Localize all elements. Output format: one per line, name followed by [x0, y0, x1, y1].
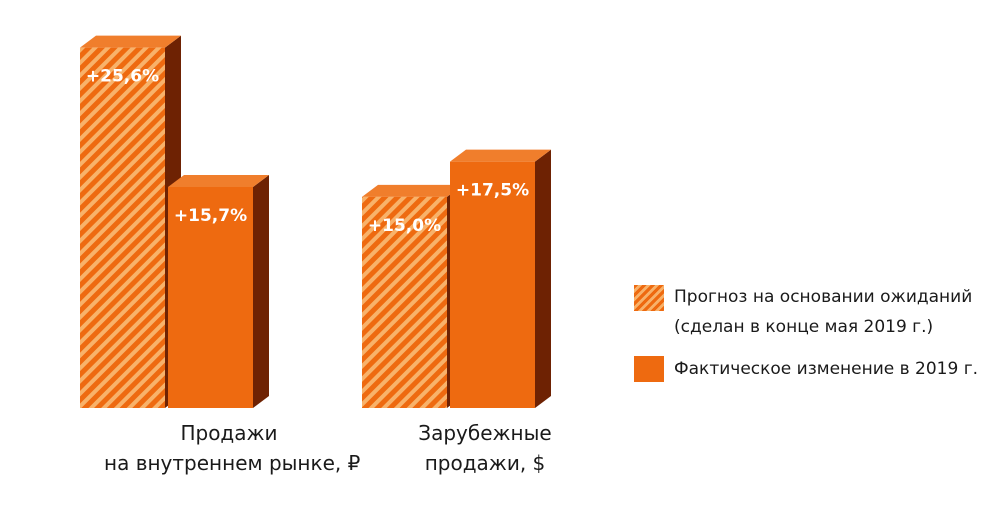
category-label-foreign-line1: Зарубежные	[418, 421, 552, 445]
bar-domestic-actual-top	[168, 174, 269, 187]
bar-domestic-actual: +15,7%	[168, 174, 269, 408]
bar-domestic-forecast-front	[80, 47, 165, 408]
bar-domestic-actual-front	[168, 186, 253, 408]
bar-foreign-actual-side	[535, 149, 551, 408]
legend-label-actual: Фактическое изменение в 2019 г.	[674, 359, 979, 379]
category-label-domestic-line1: Продажи	[180, 421, 278, 445]
bar-foreign-forecast-front	[362, 196, 447, 408]
legend-swatch-actual	[634, 356, 664, 382]
bar-foreign-forecast: +15,0%	[362, 184, 463, 408]
data-label-foreign-forecast: +15,0%	[368, 216, 441, 236]
legend: Прогноз на основании ожиданий (сделан в …	[634, 282, 994, 384]
bars-group: +25,6% +15,7% +15,0% +17,5%	[80, 35, 551, 408]
data-label-foreign-actual: +17,5%	[456, 181, 529, 201]
category-label-domestic: Продажи на внутреннем рынке, ₽	[104, 418, 361, 478]
legend-swatch-forecast	[634, 285, 664, 311]
bar-domestic-actual-side	[253, 174, 269, 408]
bar-domestic-forecast-top	[80, 35, 181, 48]
bar-domestic-forecast: +25,6%	[80, 35, 181, 408]
data-label-domestic-actual: +15,7%	[174, 206, 247, 226]
bar-foreign-forecast-top	[362, 184, 463, 197]
legend-label-forecast-line2: (сделан в конце мая 2019 г.)	[674, 317, 934, 337]
legend-label-forecast-line1: Прогноз на основании ожиданий	[674, 287, 973, 307]
legend-item-actual: Фактическое изменение в 2019 г.	[634, 354, 994, 384]
bar-foreign-actual: +17,5%	[450, 149, 551, 408]
category-label-foreign-line2: продажи, $	[424, 451, 546, 475]
bar-foreign-actual-top	[450, 149, 551, 162]
legend-item-forecast: Прогноз на основании ожиданий (сделан в …	[634, 282, 994, 342]
bar-foreign-actual-front	[450, 161, 535, 408]
data-label-domestic-forecast: +25,6%	[86, 67, 159, 87]
category-label-foreign: Зарубежные продажи, $	[360, 418, 610, 478]
category-label-domestic-line2: на внутреннем рынке, ₽	[104, 451, 361, 475]
